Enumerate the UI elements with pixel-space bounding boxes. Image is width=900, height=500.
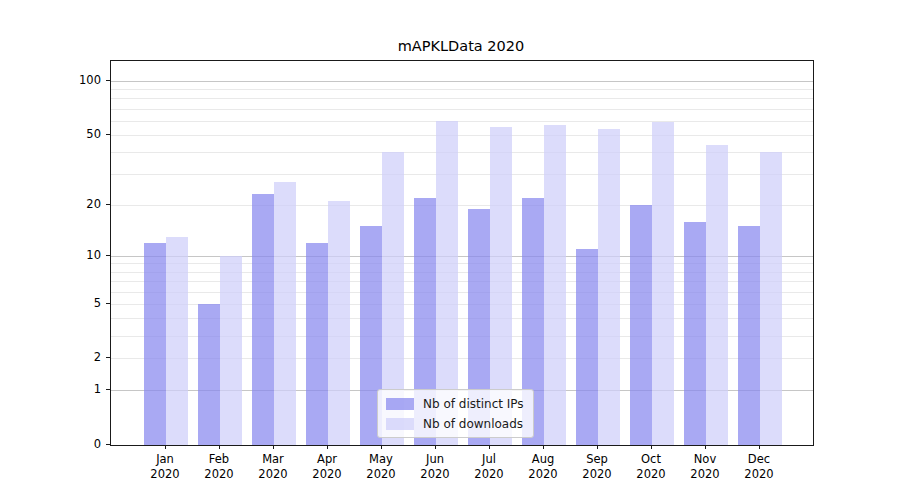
- x-tick: [759, 445, 760, 449]
- bar-nb-of-distinct-ips: [738, 226, 760, 445]
- x-tick-label: Dec 2020: [732, 452, 786, 482]
- bar-nb-of-downloads: [220, 256, 242, 445]
- y-tick-label: 0: [61, 438, 101, 450]
- x-tick: [219, 445, 220, 449]
- figure: mAPKLData 2020 Nb of distinct IPsNb of d…: [0, 0, 900, 500]
- x-tick: [489, 445, 490, 449]
- legend: Nb of distinct IPs Nb of downloads: [377, 389, 534, 438]
- y-tick: [106, 389, 110, 390]
- y-tick: [106, 357, 110, 358]
- y-tick-label: 100: [61, 74, 101, 86]
- y-tick: [106, 255, 110, 256]
- x-tick: [543, 445, 544, 449]
- x-tick-label: Oct 2020: [624, 452, 678, 482]
- x-tick-label: Apr 2020: [300, 452, 354, 482]
- bar-nb-of-distinct-ips: [252, 194, 274, 445]
- y-tick-label: 1: [61, 383, 101, 395]
- bar-nb-of-distinct-ips: [144, 243, 166, 445]
- gridline-minor: [111, 135, 813, 136]
- x-tick-label: May 2020: [354, 452, 408, 482]
- gridline-minor: [111, 109, 813, 110]
- x-tick-label: Aug 2020: [516, 452, 570, 482]
- legend-swatch: [386, 418, 414, 430]
- bar-nb-of-downloads: [544, 125, 566, 445]
- gridline-minor: [111, 89, 813, 90]
- x-tick-label: Nov 2020: [678, 452, 732, 482]
- gridline-minor: [111, 121, 813, 122]
- bar-nb-of-downloads: [652, 122, 674, 445]
- x-tick-label: Sep 2020: [570, 452, 624, 482]
- y-tick-label: 2: [61, 351, 101, 363]
- x-tick: [435, 445, 436, 449]
- x-tick: [651, 445, 652, 449]
- y-tick: [106, 204, 110, 205]
- bar-nb-of-downloads: [598, 129, 620, 445]
- bar-nb-of-distinct-ips: [576, 249, 598, 445]
- legend-label: Nb of downloads: [423, 417, 523, 431]
- y-tick-label: 50: [61, 128, 101, 140]
- x-tick-label: Mar 2020: [246, 452, 300, 482]
- x-tick-label: Jan 2020: [138, 452, 192, 482]
- y-tick-label: 10: [61, 249, 101, 261]
- x-tick-label: Feb 2020: [192, 452, 246, 482]
- x-tick: [165, 445, 166, 449]
- x-tick: [327, 445, 328, 449]
- bar-nb-of-distinct-ips: [684, 222, 706, 446]
- y-tick: [106, 134, 110, 135]
- y-tick-label: 5: [61, 297, 101, 309]
- legend-item: Nb of downloads: [386, 415, 524, 432]
- y-tick-label: 20: [61, 198, 101, 210]
- legend-item: Nb of distinct IPs: [386, 395, 524, 412]
- bar-nb-of-downloads: [760, 152, 782, 445]
- x-tick: [381, 445, 382, 449]
- x-tick-label: Jul 2020: [462, 452, 516, 482]
- x-tick-label: Jun 2020: [408, 452, 462, 482]
- x-tick: [273, 445, 274, 449]
- x-tick: [597, 445, 598, 449]
- legend-swatch: [386, 398, 414, 410]
- gridline-minor: [111, 98, 813, 99]
- legend-label: Nb of distinct IPs: [423, 397, 524, 411]
- bar-nb-of-downloads: [274, 182, 296, 445]
- gridline-major: [111, 81, 813, 82]
- bar-nb-of-downloads: [328, 201, 350, 445]
- plot-area: Nb of distinct IPs Nb of downloads: [110, 60, 814, 446]
- y-tick: [106, 303, 110, 304]
- bar-nb-of-downloads: [166, 237, 188, 445]
- bar-nb-of-distinct-ips: [198, 304, 220, 445]
- bar-nb-of-downloads: [706, 145, 728, 445]
- chart-title: mAPKLData 2020: [110, 38, 812, 54]
- bar-nb-of-distinct-ips: [306, 243, 328, 445]
- y-tick: [106, 444, 110, 445]
- y-tick: [106, 80, 110, 81]
- bar-nb-of-distinct-ips: [630, 205, 652, 445]
- x-tick: [705, 445, 706, 449]
